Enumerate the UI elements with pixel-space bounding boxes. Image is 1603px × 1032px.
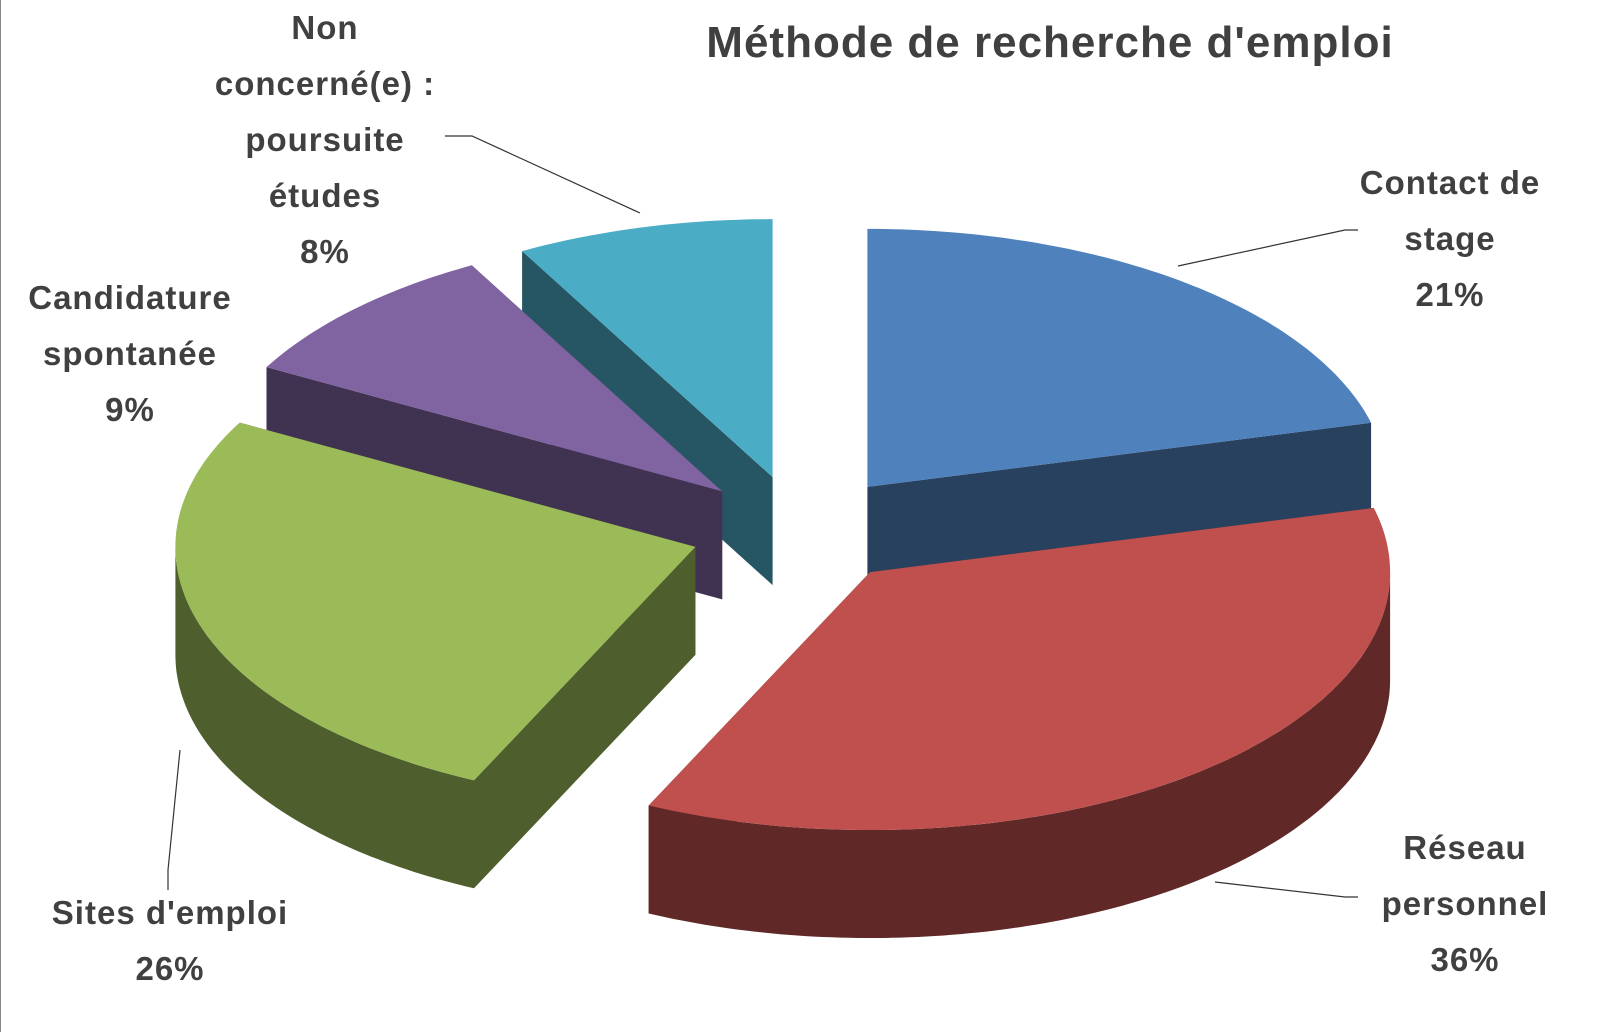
- value-label: 9%: [105, 391, 155, 428]
- leader-line: [1214, 881, 1358, 898]
- value-label: 26%: [135, 950, 205, 987]
- value-label: 36%: [1430, 941, 1500, 978]
- data-label: Contact de stage 21%: [1350, 155, 1550, 323]
- value-label: 21%: [1415, 276, 1485, 313]
- category-label: Contact de stage: [1359, 164, 1541, 257]
- slice-side: [648, 572, 1391, 938]
- data-label: Réseau personnel 36%: [1365, 820, 1565, 988]
- data-label: Non concerné(e) : poursuite études 8%: [200, 0, 450, 280]
- leader-line: [1177, 229, 1358, 267]
- leader-line: [445, 135, 641, 214]
- slice: [522, 219, 773, 478]
- slice: [266, 265, 723, 492]
- value-label: 8%: [300, 233, 350, 270]
- category-label: Non concerné(e) : poursuite études: [214, 9, 436, 214]
- slice: [175, 422, 696, 781]
- leader-line: [167, 749, 181, 890]
- slice: [867, 228, 1372, 487]
- slice-side: [474, 546, 696, 889]
- category-label: Sites d'emploi: [51, 894, 289, 931]
- slices: [175, 219, 1391, 938]
- slice: [648, 507, 1391, 830]
- category-label: Réseau personnel: [1381, 829, 1549, 922]
- slice-side: [175, 546, 474, 889]
- chart-title: Méthode de recherche d'emploi: [706, 18, 1394, 67]
- leader-lines: [167, 135, 1358, 898]
- category-label: Candidature spontanée: [28, 279, 232, 372]
- slice-side: [867, 422, 1372, 595]
- data-label: Sites d'emploi 26%: [20, 885, 320, 997]
- data-label: Candidature spontanée 9%: [10, 270, 250, 438]
